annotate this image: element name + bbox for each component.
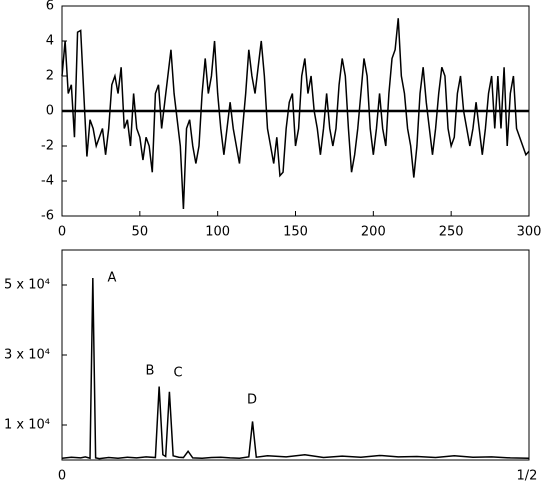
x-tick-label: 200 — [361, 225, 386, 240]
y-tick-label: 5 x 10⁴ — [4, 278, 50, 293]
x-tick-label: 100 — [205, 225, 230, 240]
x-tick-label: 50 — [132, 225, 149, 240]
y-tick-label: -4 — [41, 174, 54, 189]
x-tick-label: 300 — [517, 225, 542, 240]
y-tick-label: 6 — [46, 0, 54, 14]
peak-annotation: D — [247, 393, 257, 408]
x-tick-label: 0 — [58, 225, 66, 240]
y-tick-label: 3 x 10⁴ — [4, 348, 50, 363]
peak-annotation: B — [146, 364, 155, 379]
plot-frame — [61, 249, 530, 461]
y-tick-label: 1 x 10⁴ — [4, 418, 50, 433]
x-tick-label: 150 — [283, 225, 308, 240]
x-tick-label: 1/2 — [517, 469, 538, 484]
peak-annotation: A — [108, 271, 117, 286]
peak-annotation: C — [173, 366, 182, 381]
y-tick-label: -6 — [41, 209, 54, 224]
x-tick-label: 250 — [439, 225, 464, 240]
y-tick-label: 2 — [46, 69, 54, 84]
y-tick-label: 4 — [46, 34, 54, 49]
x-tick-label: 0 — [58, 469, 66, 484]
y-tick-label: 0 — [46, 104, 54, 119]
data-line — [61, 277, 530, 460]
data-line — [61, 18, 530, 210]
y-tick-label: -2 — [41, 139, 54, 154]
